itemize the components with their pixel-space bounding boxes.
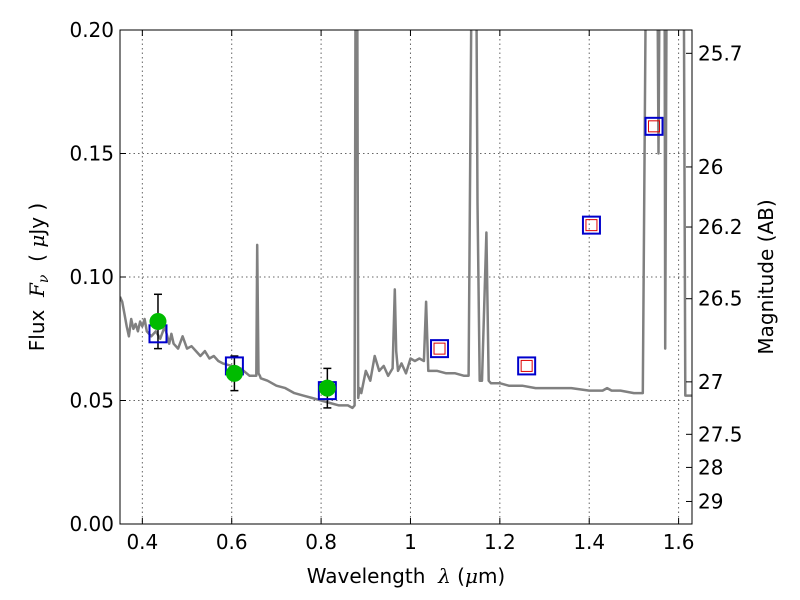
magnitude-tick-label: 29: [698, 489, 723, 513]
tick-marks: [120, 29, 692, 525]
x-tick-label: 0.6: [216, 530, 248, 554]
y-axis-title: Flux Fν ( μJy ): [25, 203, 52, 351]
marker-layer: [148, 116, 664, 409]
y-tick-label: 0.00: [69, 512, 114, 536]
synthetic-photometry-square: [520, 359, 533, 372]
y-tick-label: 0.05: [69, 389, 114, 413]
y-tick-label: 0.10: [69, 265, 114, 289]
magnitude-tick-label: 27: [698, 370, 723, 394]
model-spectrum-line: [120, 30, 692, 410]
secondary-y-axis-title: Magnitude (AB): [754, 199, 778, 354]
magnitude-tick-label: 25.7: [698, 41, 743, 65]
magnitude-tick-label: 26.5: [698, 287, 743, 311]
x-tick-label: 1.2: [484, 530, 516, 554]
model-photometry-square: [644, 116, 664, 136]
x-tick-label: 1: [404, 530, 417, 554]
synthetic-photometry-square: [433, 342, 446, 355]
model-photometry-square: [581, 215, 601, 235]
magnitude-tick-label: 27.5: [698, 422, 743, 446]
magnitude-tick-label: 28: [698, 455, 723, 479]
magnitude-tick-label: 26: [698, 155, 723, 179]
y-tick-label: 0.15: [69, 142, 114, 166]
x-tick-label: 1.4: [573, 530, 605, 554]
model-photometry-square: [517, 356, 537, 376]
x-axis-title: Wavelength λ (μm): [307, 564, 506, 588]
magnitude-tick-label: 26.2: [698, 215, 743, 239]
tick-labels: 0.4 0.6 0.8 1 1.2 1.4 1.6 0.00 0.05 0.10 0.15 0.20 2…: [69, 18, 742, 554]
observed-photometry-point: [149, 312, 167, 330]
x-tick-label: 0.4: [126, 530, 158, 554]
x-tick-label: 0.8: [305, 530, 337, 554]
y-tick-label: 0.20: [69, 18, 114, 42]
grid-lines: [120, 30, 692, 524]
x-tick-label: 1.6: [663, 530, 695, 554]
synthetic-photometry-square: [648, 120, 661, 133]
observed-photometry-point: [318, 379, 336, 397]
model-photometry-square: [430, 339, 450, 359]
data-layer: [120, 30, 692, 410]
observed-photometry-point: [225, 364, 243, 382]
synthetic-photometry-square: [585, 219, 598, 232]
